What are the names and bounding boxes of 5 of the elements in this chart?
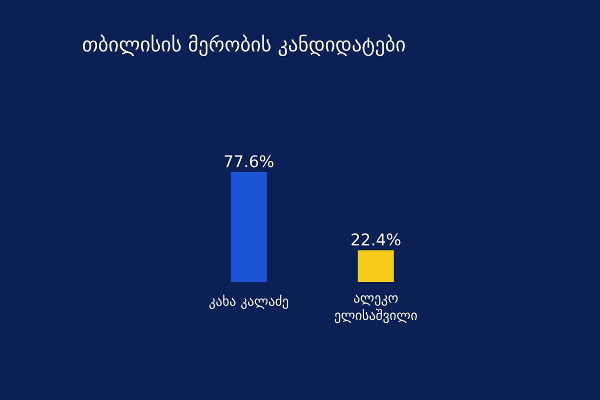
chart-title: თბილისის მერობის კანდიდატები — [83, 34, 405, 56]
data-label: 77.6% — [224, 155, 274, 168]
x-tick-label: კახა კალაძე — [209, 294, 288, 309]
data-label: 22.4% — [352, 233, 400, 246]
x-tick-label: ალეკო ელისაშვილი — [334, 294, 417, 324]
